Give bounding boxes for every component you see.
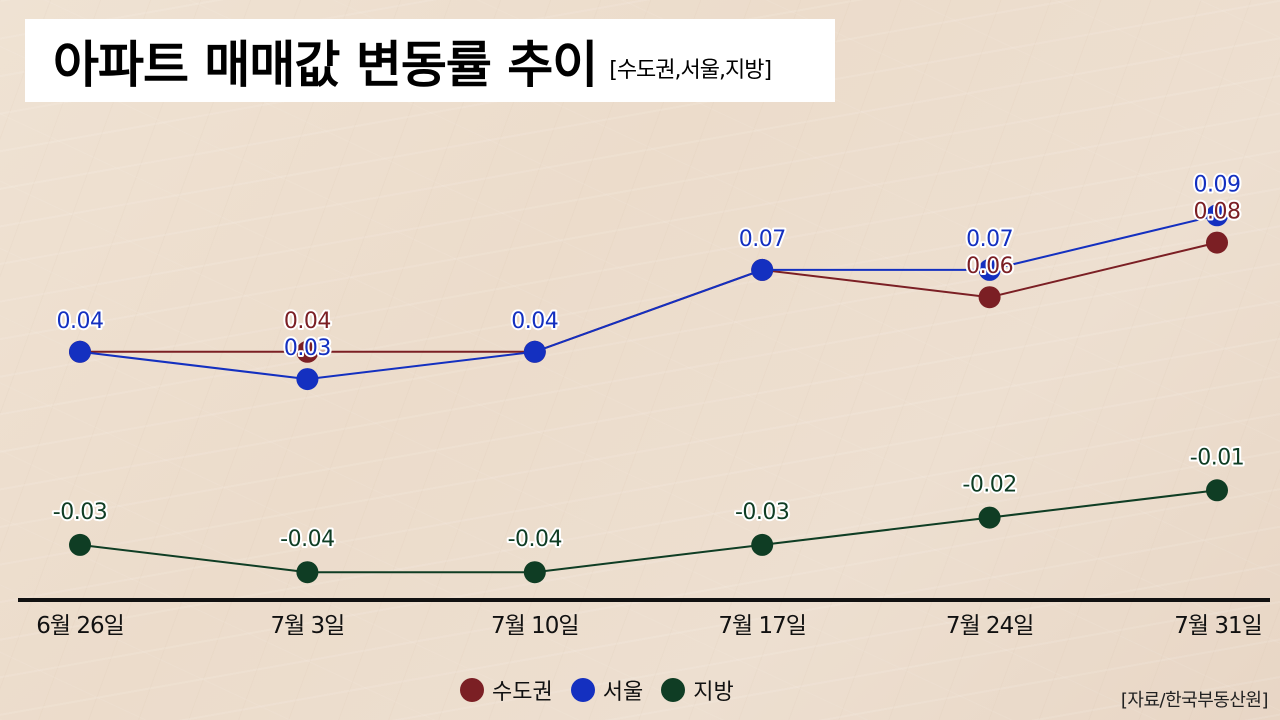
- legend-dot-icon: [661, 678, 686, 702]
- x-tick-label: 7월 24일: [945, 613, 1035, 639]
- series-layer: 0.04 0.040.030.040.07 0.070.060.090.08-0.0…: [51, 170, 1247, 584]
- legend-item-capital-area: 수도권: [460, 674, 553, 706]
- data-point: [1206, 479, 1228, 502]
- data-point: [751, 533, 774, 556]
- data-point: [69, 533, 91, 556]
- data-label: 0.07: [966, 227, 1013, 252]
- data-point: [523, 340, 546, 363]
- x-tick-label: 7월 3일: [270, 613, 345, 639]
- data-point: [978, 286, 1001, 309]
- data-point: [1206, 231, 1228, 254]
- chart-title: 아파트 매매값 변동률 추이: [53, 35, 598, 94]
- data-point: [296, 340, 319, 363]
- x-tick-label: 6월 26일: [36, 613, 125, 639]
- data-label: 0.04: [284, 309, 331, 334]
- data-label: 0.04: [511, 309, 558, 334]
- data-label: 0.07: [739, 227, 786, 252]
- x-tick-label: 7월 10일: [491, 613, 580, 639]
- legend-item-seoul: 서울: [570, 674, 643, 706]
- data-point: [523, 561, 546, 584]
- data-point: [978, 258, 1001, 281]
- data-label: -0.03: [735, 500, 789, 525]
- data-label: -0.02: [962, 473, 1016, 498]
- data-point: [1206, 204, 1228, 227]
- source-note: [자료/한국부동산원]: [1120, 690, 1269, 711]
- data-label: -0.03: [53, 500, 107, 525]
- data-label: 0.09: [1194, 172, 1241, 197]
- legend-dot-icon: [460, 678, 484, 702]
- data-label: -0.01: [1190, 445, 1244, 470]
- data-point: [69, 340, 91, 363]
- data-label: 0.08: [1194, 200, 1241, 225]
- legend-item-regional: 지방: [661, 674, 734, 706]
- data-point: [978, 506, 1001, 529]
- data-label: 0.06: [966, 254, 1013, 279]
- title-box: 아파트 매매값 변동률 추이 [수도권,서울,지방]: [25, 19, 835, 102]
- legend-dot-icon: [570, 678, 595, 702]
- chart-subtitle: [수도권,서울,지방]: [609, 57, 772, 83]
- data-point: [296, 561, 319, 584]
- x-tick-label: 7월 17일: [718, 613, 807, 639]
- data-point: [296, 368, 319, 391]
- data-point: [751, 258, 774, 281]
- data-label: -0.04: [508, 527, 562, 552]
- x-tick-label: 7월 31일: [1174, 613, 1263, 639]
- data-label: -0.04: [280, 527, 334, 552]
- legend: 수도권 서울 지방: [460, 674, 746, 706]
- data-label: 0.03: [284, 336, 331, 361]
- series-line: [79, 489, 1218, 574]
- data-label: 0.04: [57, 309, 104, 334]
- series-line: [80, 241, 1218, 353]
- series-line: [79, 214, 1218, 381]
